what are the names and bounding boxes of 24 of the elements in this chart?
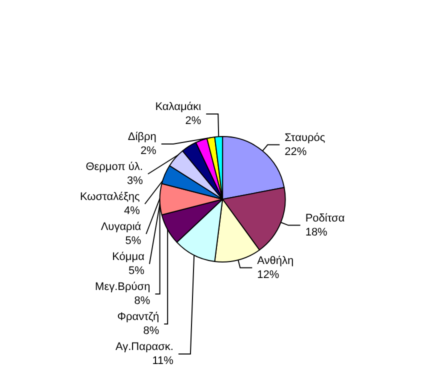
slice-label: Αγ.Παρασκ. [115, 341, 174, 353]
data-label: 2% [140, 145, 157, 157]
data-label: 8% [143, 325, 160, 337]
data-label: 5% [125, 235, 142, 247]
data-label: 11% [152, 355, 174, 367]
slice-label: Λυγαριά [100, 221, 142, 233]
slice-label: Φραντζή [117, 311, 160, 323]
slice-label: Σταυρός [284, 132, 326, 144]
data-label: 3% [127, 175, 144, 187]
slice-label: Ανθήλη [257, 254, 294, 267]
slice-label: Δίβρη [128, 131, 156, 143]
data-label: 2% [185, 115, 202, 127]
slice-label: Ροδίτσα [305, 212, 346, 224]
slice-label: Κόμμα [112, 251, 146, 263]
data-label: 18% [305, 226, 328, 238]
data-label: 5% [128, 265, 145, 277]
slice-label: Κωσταλέξης [80, 191, 140, 203]
slice-label: Θερμοπ ύλ. [86, 161, 143, 173]
slice-label: Καλαμάκι [155, 101, 202, 113]
slice-label: Μεγ.Βρύση [95, 281, 150, 293]
data-label: 4% [124, 205, 140, 217]
data-label: 8% [134, 295, 150, 307]
data-label: 12% [257, 268, 280, 281]
data-label: 22% [284, 146, 307, 158]
